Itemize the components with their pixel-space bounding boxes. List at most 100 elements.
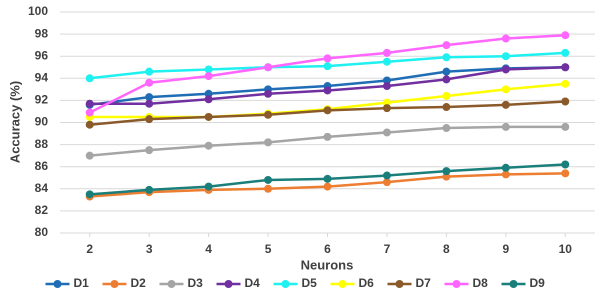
data-point (204, 182, 213, 191)
data-point (323, 182, 332, 191)
y-tick-label: 90 (35, 115, 49, 129)
data-point (264, 63, 273, 72)
y-axis-label: Accuracy (%) (7, 81, 22, 163)
data-point (85, 151, 94, 160)
legend-label: D2 (131, 276, 147, 290)
data-point (442, 103, 451, 112)
data-point (145, 99, 154, 108)
data-point (561, 122, 570, 131)
y-tick-label: 92 (35, 93, 49, 107)
data-point (382, 82, 391, 91)
y-tick-label: 86 (35, 159, 49, 173)
data-point (501, 34, 510, 43)
legend-marker (53, 280, 62, 288)
data-point (323, 174, 332, 183)
x-tick-label: 7 (384, 242, 391, 256)
data-point (442, 75, 451, 84)
data-point (442, 124, 451, 133)
legend-marker (509, 280, 518, 288)
series-line (89, 125, 566, 157)
data-point (85, 120, 94, 129)
x-tick-label: 5 (265, 242, 272, 256)
data-point (561, 31, 570, 40)
data-point (264, 89, 273, 98)
data-point (382, 76, 391, 85)
data-point (85, 108, 94, 117)
legend-marker (110, 280, 119, 288)
data-point (85, 190, 94, 199)
data-point (264, 138, 273, 147)
legend-marker (281, 280, 290, 288)
legend-label: D4 (245, 276, 261, 290)
data-point (323, 132, 332, 141)
x-tick-label: 9 (502, 242, 509, 256)
data-point (442, 53, 451, 62)
data-point (323, 62, 332, 71)
legend-label: D3 (188, 276, 204, 290)
data-point (204, 95, 213, 104)
legend-marker (167, 280, 176, 288)
data-point (501, 65, 510, 74)
data-point (382, 178, 391, 187)
x-tick-label: 6 (324, 242, 331, 256)
y-tick-label: 84 (35, 181, 49, 195)
data-point (85, 99, 94, 108)
data-point (204, 89, 213, 98)
data-point (382, 104, 391, 113)
data-point (264, 184, 273, 193)
x-tick-label: 2 (86, 242, 93, 256)
data-point (382, 171, 391, 180)
data-point (561, 79, 570, 88)
x-axis-label: Neurons (301, 257, 354, 272)
data-point (382, 128, 391, 137)
data-point (501, 85, 510, 94)
x-tick-label: 4 (205, 242, 212, 256)
data-point (145, 115, 154, 124)
legend-marker (224, 280, 233, 288)
y-tick-label: 80 (35, 225, 49, 239)
data-point (501, 163, 510, 172)
data-point (204, 112, 213, 121)
data-point (501, 52, 510, 61)
y-tick-label: 88 (35, 137, 49, 151)
y-tick-label: 96 (35, 48, 49, 62)
legend-marker (338, 280, 347, 288)
legend-label: D9 (530, 276, 546, 290)
data-point (442, 167, 451, 176)
data-point (442, 172, 451, 181)
data-point (561, 63, 570, 72)
x-tick-label: 8 (443, 242, 450, 256)
data-point (323, 54, 332, 63)
data-point (145, 185, 154, 194)
data-point (204, 141, 213, 150)
data-point (145, 67, 154, 76)
data-point (501, 100, 510, 109)
legend-label: D6 (359, 276, 375, 290)
y-tick-label: 100 (28, 4, 48, 18)
data-point (501, 122, 510, 131)
data-point (382, 98, 391, 107)
legend-label: D8 (473, 276, 489, 290)
legend-label: D1 (74, 276, 90, 290)
x-tick-label: 10 (559, 242, 573, 256)
data-point (145, 93, 154, 102)
data-point (145, 146, 154, 155)
legend-marker (395, 280, 404, 288)
data-point (264, 175, 273, 184)
data-point (323, 86, 332, 95)
data-point (323, 106, 332, 115)
legend-label: D7 (416, 276, 432, 290)
data-point (382, 57, 391, 66)
data-point (561, 160, 570, 169)
data-point (501, 170, 510, 179)
series-line (89, 33, 566, 114)
y-tick-label: 94 (35, 70, 49, 84)
data-point (382, 48, 391, 57)
legend-label: D5 (302, 276, 318, 290)
y-tick-label: 82 (35, 203, 49, 217)
data-point (561, 48, 570, 57)
x-tick-label: 3 (146, 242, 153, 256)
data-point (145, 78, 154, 87)
data-point (561, 169, 570, 178)
